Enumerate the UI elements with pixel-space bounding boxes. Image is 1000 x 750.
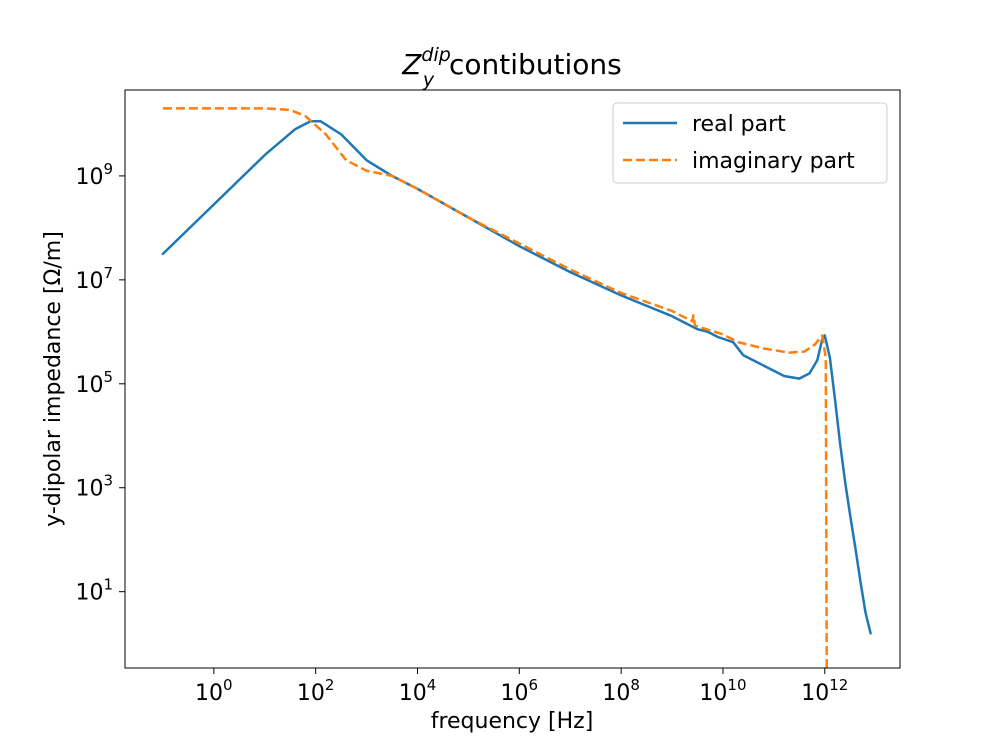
x-tick-label-base-2: 10 bbox=[399, 681, 427, 706]
chart-title-sub: y bbox=[422, 69, 435, 91]
legend-label-real-part: real part bbox=[692, 112, 786, 137]
y-tick-label-3: 107 bbox=[75, 264, 113, 294]
series-line-imaginary-part bbox=[162, 107, 828, 668]
y-tick-label-2: 105 bbox=[75, 368, 113, 398]
y-tick-label-base-4: 10 bbox=[75, 165, 103, 190]
x-tick-label-base-0: 10 bbox=[195, 681, 223, 706]
y-tick-label-exp-0: 1 bbox=[103, 576, 113, 594]
x-tick-label-base-5: 10 bbox=[699, 681, 727, 706]
x-tick-label-base-6: 10 bbox=[801, 681, 829, 706]
legend-box bbox=[612, 102, 888, 184]
x-tick-label-3: 106 bbox=[501, 676, 539, 706]
y-tick-label-exp-2: 5 bbox=[103, 368, 113, 386]
legend-label-imaginary-part: imaginary part bbox=[692, 149, 855, 174]
y-tick-label-0: 101 bbox=[75, 576, 113, 606]
y-tick-label-exp-1: 3 bbox=[103, 472, 113, 490]
y-axis-label: y-dipolar impedance [Ω/m] bbox=[41, 231, 66, 527]
x-tick-label-exp-0: 0 bbox=[223, 676, 233, 694]
y-tick-label-exp-3: 7 bbox=[103, 264, 113, 282]
x-tick-label-exp-4: 8 bbox=[630, 676, 640, 694]
y-tick-label-4: 109 bbox=[75, 160, 113, 190]
x-tick-label-5: 1010 bbox=[699, 676, 746, 706]
chart-title: Zdip y contibutions bbox=[401, 44, 622, 91]
y-tick-label-exp-4: 9 bbox=[103, 160, 113, 178]
x-tick-label-0: 100 bbox=[195, 676, 233, 706]
x-tick-label-base-4: 10 bbox=[602, 681, 630, 706]
series-layer bbox=[161, 107, 872, 668]
x-axis-label: frequency [Hz] bbox=[431, 709, 594, 734]
legend: real part imaginary part bbox=[612, 102, 888, 184]
x-tick-label-base-1: 10 bbox=[297, 681, 325, 706]
x-tick-label-exp-5: 10 bbox=[727, 676, 746, 694]
chart-title-sup: dip bbox=[421, 44, 450, 66]
x-tick-label-exp-1: 2 bbox=[325, 676, 335, 694]
x-tick-label-6: 1012 bbox=[801, 676, 848, 706]
series-line-real-part bbox=[161, 120, 872, 635]
plot-area-frame bbox=[124, 89, 901, 669]
x-tick-label-1: 102 bbox=[297, 676, 335, 706]
y-tick-label-base-2: 10 bbox=[75, 373, 103, 398]
chart-title-main: Z bbox=[401, 48, 422, 81]
x-tick-label-4: 108 bbox=[602, 676, 640, 706]
x-tick-label-exp-6: 12 bbox=[829, 676, 848, 694]
x-tick-label-base-3: 10 bbox=[501, 681, 529, 706]
x-tick-label-2: 104 bbox=[399, 676, 437, 706]
y-tick-label-base-0: 10 bbox=[75, 581, 103, 606]
y-tick-label-base-3: 10 bbox=[75, 269, 103, 294]
y-tick-label-1: 103 bbox=[75, 472, 113, 502]
x-axis-ticks: 100 102 104 106 108 1010 1012 bbox=[195, 668, 848, 706]
x-tick-label-exp-2: 4 bbox=[427, 676, 437, 694]
x-tick-label-exp-3: 6 bbox=[529, 676, 539, 694]
y-tick-label-base-1: 10 bbox=[75, 477, 103, 502]
chart-title-rest: contibutions bbox=[440, 48, 622, 81]
